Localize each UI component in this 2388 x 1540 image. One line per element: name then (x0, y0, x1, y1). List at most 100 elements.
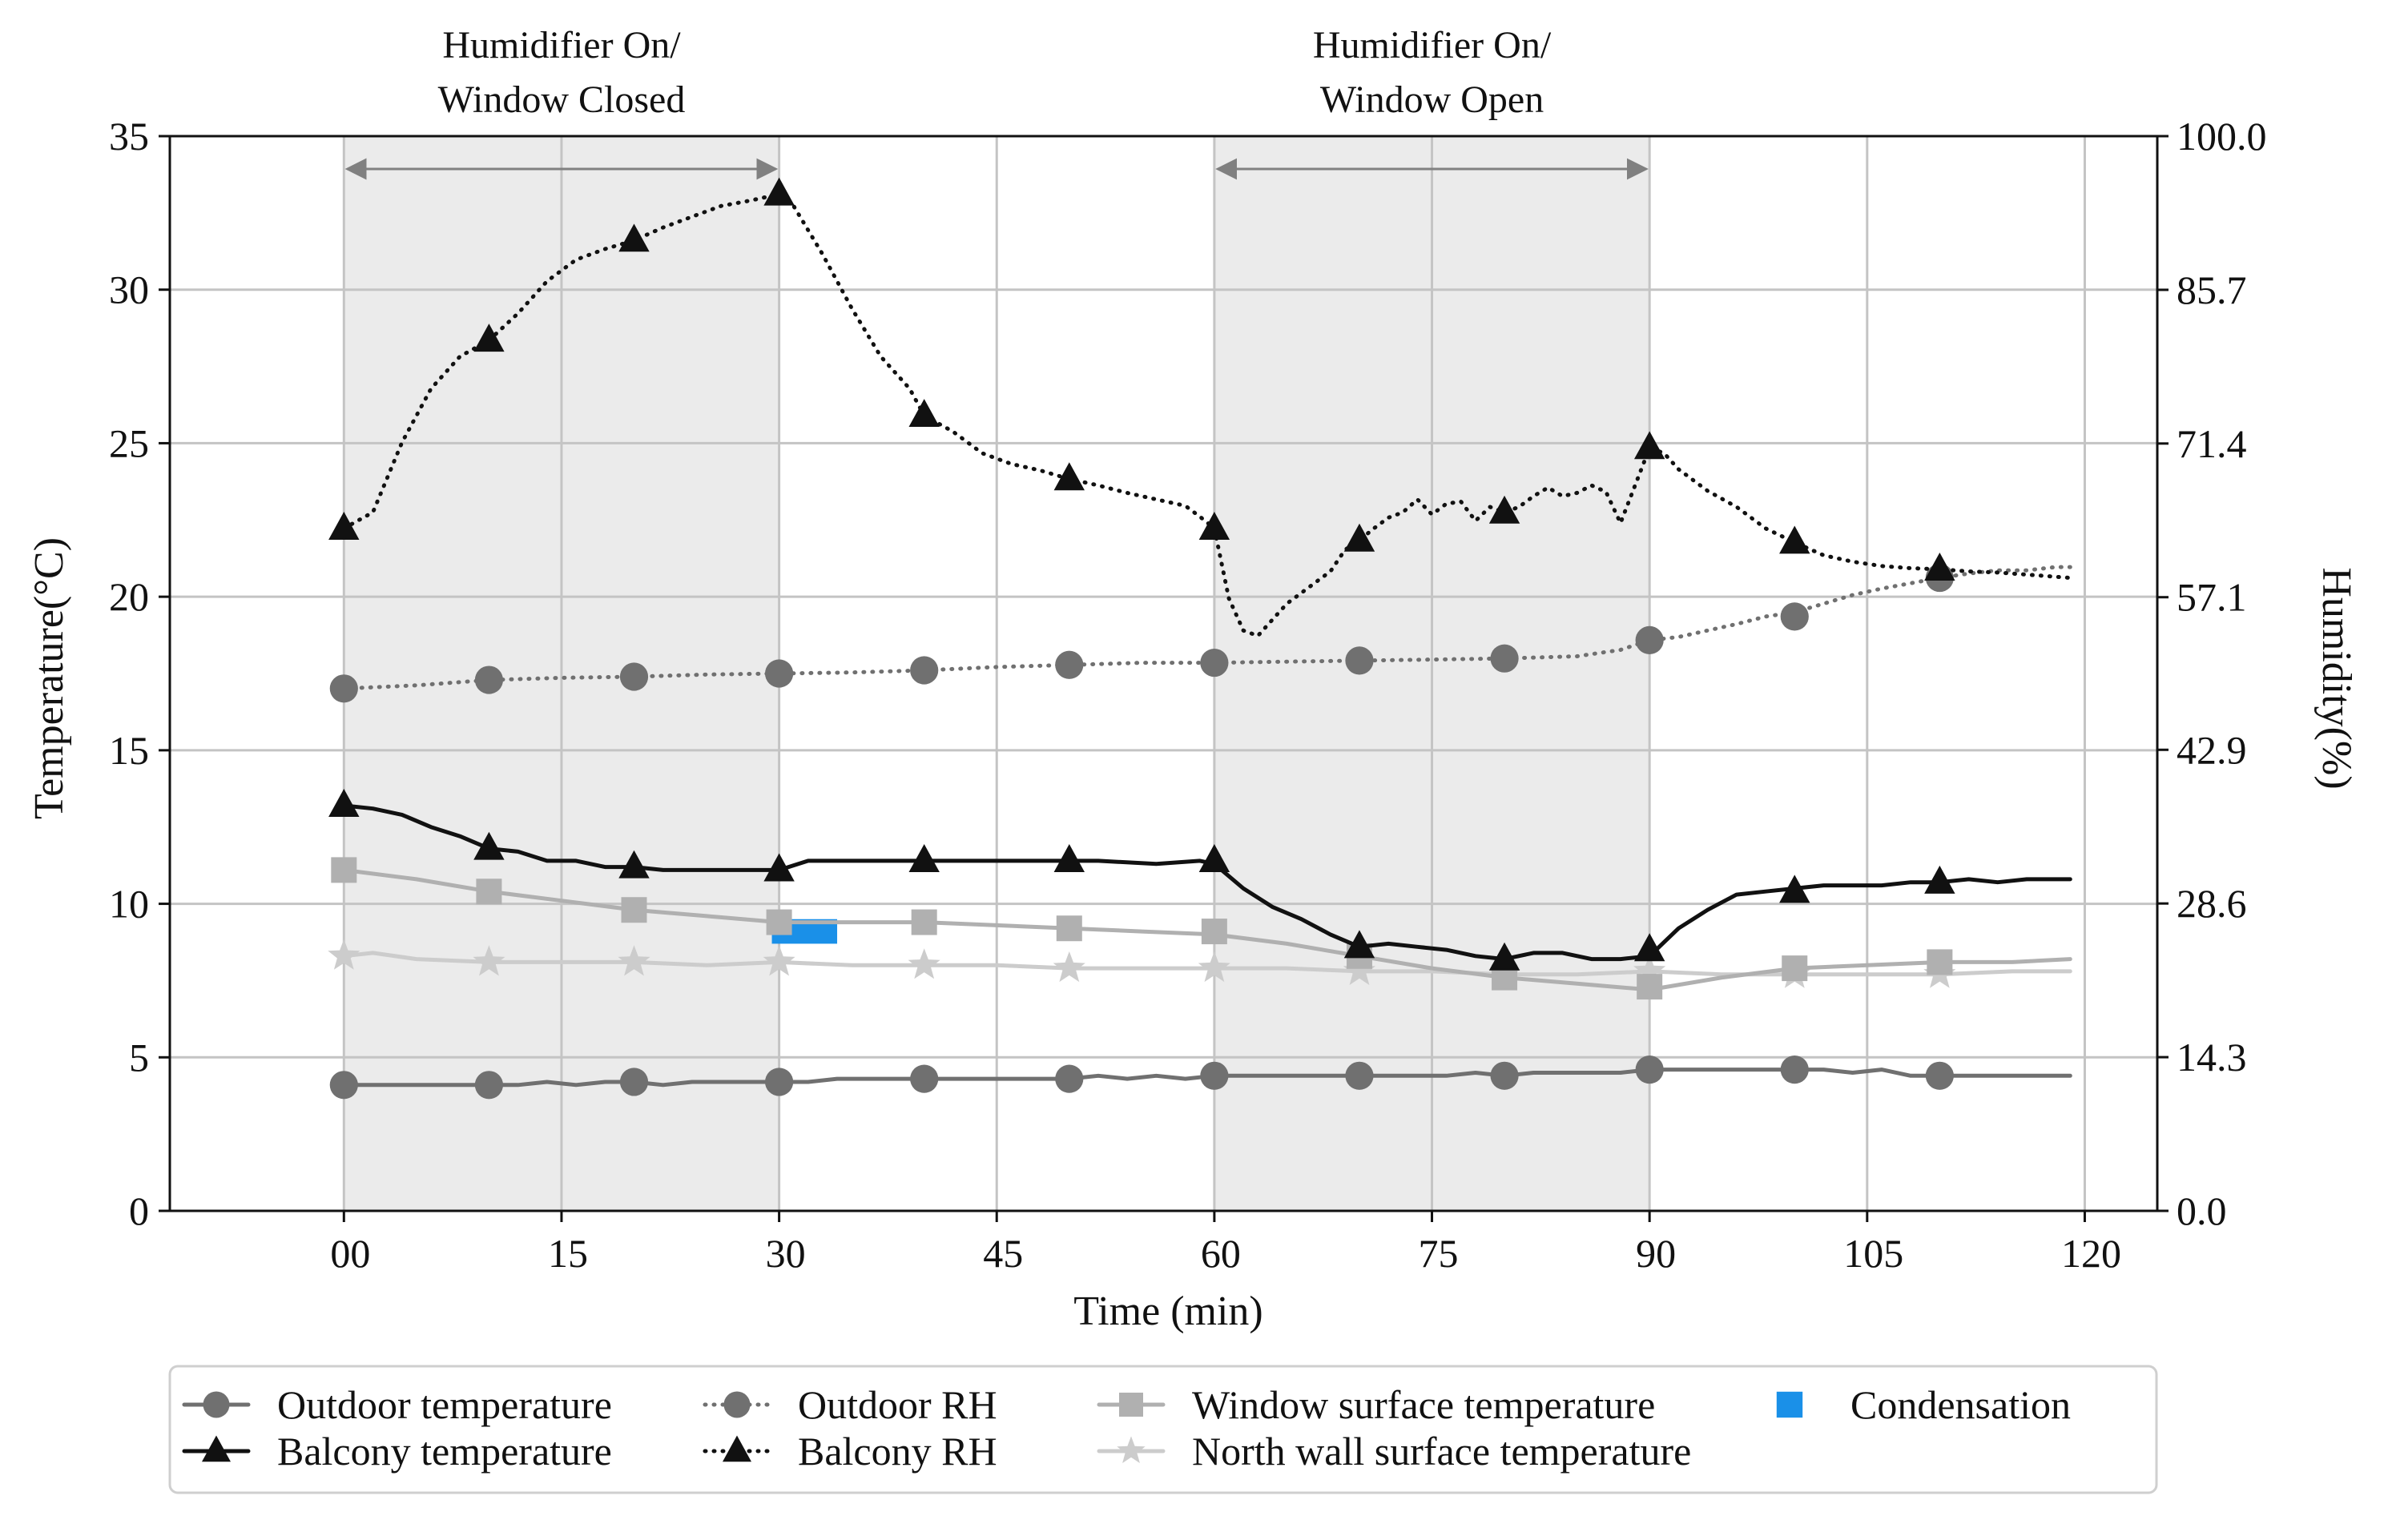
series-line-balcony-temperature (341, 803, 2072, 962)
data-point-balcony-temperature (908, 844, 940, 873)
data-point-balcony-temperature (618, 850, 650, 879)
data-point-balcony-rh (1053, 462, 1085, 491)
legend-item-outdoor-temperature: Outdoor temperature (182, 1382, 612, 1427)
data-point-balcony-rh (1779, 525, 1810, 554)
data-point-outdoor-temperature (1200, 1061, 1229, 1090)
period-annotations: Humidifier On/Window Closed Humidifier On… (344, 24, 1649, 180)
data-point-outdoor-temperature (619, 1068, 649, 1096)
data-point-north-wall-surface-temperature (618, 945, 650, 976)
x-tick-label: 15 (548, 1231, 588, 1276)
data-point-balcony-rh (1488, 495, 1520, 524)
data-point-balcony-temperature (473, 831, 505, 860)
data-point-window-surface-temperature (476, 879, 502, 905)
data-point-balcony-temperature (1053, 844, 1085, 873)
y-left-tick-label: 0 (129, 1188, 149, 1233)
y-right-tick-label: 85.7 (2177, 267, 2247, 312)
legend-item-condensation: Condensation (1776, 1382, 2071, 1427)
data-point-outdoor-rh (1635, 625, 1664, 654)
legend-label: Outdoor temperature (277, 1382, 612, 1427)
data-point-balcony-temperature (1779, 875, 1810, 903)
data-point-outdoor-temperature (1345, 1061, 1374, 1090)
data-point-balcony-rh (328, 511, 360, 540)
series-line-balcony-rh (341, 192, 2072, 638)
data-point-outdoor-rh (1345, 646, 1374, 675)
data-point-outdoor-temperature (1780, 1055, 1809, 1084)
period-label-line1: Humidifier On/ (442, 24, 681, 66)
x-tick-label: 75 (1419, 1231, 1459, 1276)
period-label-line2: Window Closed (438, 78, 686, 121)
series-line-outdoor-rh (341, 565, 2072, 691)
data-point-north-wall-surface-temperature (763, 945, 795, 976)
data-point-north-wall-surface-temperature (1198, 951, 1230, 983)
y-left-tick-label: 20 (109, 574, 149, 619)
series-layer (328, 177, 2072, 1100)
legend-marker (1117, 1436, 1146, 1463)
legend-marker (202, 1435, 231, 1462)
legend-marker (1119, 1393, 1143, 1417)
x-tick-label: 30 (766, 1231, 806, 1276)
x-tick-label: 60 (1201, 1231, 1241, 1276)
data-point-window-surface-temperature (911, 909, 937, 935)
data-point-north-wall-surface-temperature (1633, 954, 1666, 985)
data-point-outdoor-rh (1780, 602, 1809, 631)
legend-item-balcony-rh: Balcony RH (703, 1429, 997, 1474)
series-balcony-temperature (328, 789, 2072, 971)
data-point-outdoor-temperature (1925, 1061, 1954, 1090)
data-point-window-surface-temperature (1056, 915, 1082, 942)
y-left-tick-label: 30 (109, 267, 149, 312)
data-point-balcony-rh (908, 399, 940, 428)
data-point-outdoor-rh (1490, 644, 1519, 673)
data-point-window-surface-temperature (331, 857, 357, 883)
legend-label: North wall surface temperature (1192, 1429, 1691, 1474)
period-label-line2: Window Open (1320, 78, 1544, 121)
data-point-balcony-temperature (1924, 865, 1955, 894)
data-point-window-surface-temperature (1782, 955, 1808, 982)
legend-label: Balcony RH (798, 1429, 997, 1474)
data-point-window-surface-temperature (1637, 974, 1663, 1000)
data-point-balcony-temperature (1488, 942, 1520, 971)
data-point-balcony-temperature (1198, 844, 1230, 873)
x-tick-label: 105 (1843, 1231, 1903, 1276)
data-point-balcony-temperature (1633, 933, 1665, 962)
data-point-outdoor-rh (474, 665, 504, 694)
x-tick-label: 00 (330, 1231, 370, 1276)
data-point-outdoor-temperature (474, 1071, 504, 1100)
data-point-outdoor-rh (619, 662, 649, 691)
y-left-tick-label: 25 (109, 420, 149, 465)
data-point-balcony-rh (1343, 523, 1375, 552)
data-point-balcony-temperature (1343, 930, 1375, 959)
legend-item-window-surface-temperature: Window surface temperature (1097, 1382, 1655, 1427)
axes: 00 15 30 45 60 75 90 105 120 0 5 10 15 20 25 30 35 0.0 14.… (26, 114, 2359, 1334)
x-axis-label: Time (min) (1073, 1289, 1262, 1334)
data-point-window-surface-temperature (1201, 919, 1227, 945)
legend-marker (723, 1435, 751, 1462)
data-point-outdoor-rh (329, 674, 358, 703)
data-point-north-wall-surface-temperature (908, 948, 940, 979)
data-point-balcony-temperature (328, 789, 360, 817)
legend-label: Condensation (1850, 1382, 2071, 1427)
y-right-tick-label: 100.0 (2177, 114, 2267, 159)
legend-label: Outdoor RH (798, 1382, 997, 1427)
data-point-outdoor-rh (1200, 648, 1229, 678)
y-right-tick-label: 0.0 (2177, 1188, 2227, 1233)
data-point-outdoor-temperature (910, 1064, 939, 1093)
y-right-tick-label: 28.6 (2177, 881, 2247, 926)
data-point-north-wall-surface-temperature (1343, 954, 1375, 985)
x-tick-label: 45 (983, 1231, 1023, 1276)
data-point-balcony-rh (1924, 552, 1955, 581)
y-right-tick-label: 14.3 (2177, 1035, 2247, 1080)
y-right-tick-label: 42.9 (2177, 727, 2247, 772)
x-tick-label: 90 (1636, 1231, 1676, 1276)
legend-marker (1776, 1391, 1803, 1418)
legend-item-balcony-temperature: Balcony temperature (182, 1429, 612, 1474)
data-point-outdoor-rh (764, 659, 794, 688)
legend-item-outdoor-rh: Outdoor RH (703, 1382, 997, 1427)
y-left-tick-label: 15 (109, 728, 149, 773)
data-point-balcony-rh (1633, 431, 1665, 460)
data-point-outdoor-temperature (764, 1068, 794, 1096)
data-point-outdoor-temperature (1490, 1061, 1519, 1090)
data-point-balcony-rh (473, 324, 505, 352)
